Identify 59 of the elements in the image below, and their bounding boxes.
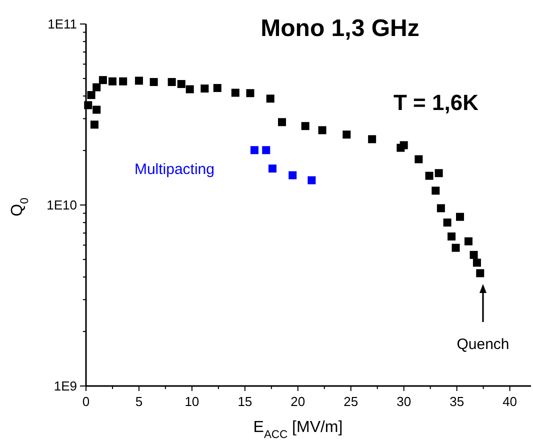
point	[301, 122, 310, 130]
point	[90, 120, 98, 129]
y-tick-label: 1E11	[48, 16, 77, 32]
x-tick-label: 10	[184, 394, 200, 409]
point	[432, 186, 440, 195]
y-tick-label: 1E10	[46, 198, 77, 212]
point	[200, 84, 209, 93]
point	[472, 258, 481, 267]
point	[470, 250, 478, 259]
annotation: Quench	[456, 336, 510, 353]
x-tick-label: 25	[344, 394, 358, 409]
point	[268, 164, 276, 173]
point	[456, 212, 464, 221]
point	[400, 141, 408, 150]
point	[186, 85, 194, 94]
point	[368, 135, 376, 144]
point	[434, 169, 443, 178]
point	[98, 76, 107, 84]
point	[92, 106, 101, 114]
point	[119, 77, 128, 86]
chart-title: Mono 1,3 GHz	[260, 15, 420, 42]
point	[168, 78, 176, 86]
point	[318, 126, 326, 134]
point	[448, 232, 456, 240]
x-tick-label: 35	[450, 394, 464, 409]
point	[308, 176, 316, 184]
x-tick-label: 5	[135, 394, 143, 409]
point	[288, 171, 297, 180]
x-tick-label: 0	[82, 394, 90, 409]
point	[150, 78, 158, 86]
annotation: T = 1,6K	[394, 90, 479, 115]
point	[246, 89, 254, 98]
point	[452, 244, 460, 252]
x-tick-label: 20	[290, 394, 306, 409]
point	[250, 146, 258, 154]
y-tick-label: 1E9	[54, 378, 77, 394]
point	[134, 76, 143, 85]
point	[262, 146, 270, 154]
point	[213, 84, 222, 92]
point	[443, 218, 452, 227]
point	[231, 88, 240, 97]
x-tick-label: 30	[396, 394, 412, 409]
point	[92, 83, 101, 92]
x-tick-label: 15	[238, 394, 252, 409]
point	[425, 172, 434, 180]
point	[436, 204, 445, 212]
point	[108, 77, 116, 86]
x-axis-title: E$_{ACC}$ [MV/m]	[253, 419, 343, 441]
point	[278, 118, 286, 126]
point	[87, 91, 96, 100]
point	[464, 237, 472, 246]
point	[342, 130, 351, 139]
text: Multipacting	[134, 161, 215, 178]
point	[266, 94, 274, 103]
point	[84, 101, 92, 110]
x-tick-label: 40	[502, 394, 518, 409]
point	[414, 155, 423, 164]
point	[476, 269, 484, 278]
point	[177, 80, 186, 88]
